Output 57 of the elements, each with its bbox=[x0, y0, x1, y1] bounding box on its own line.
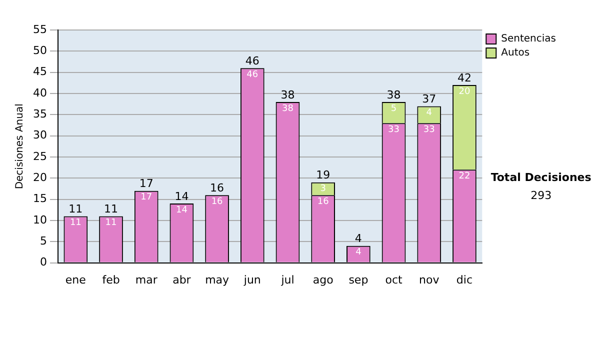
data-label: 16 bbox=[211, 196, 224, 207]
y-tick-label: 5 bbox=[40, 234, 47, 248]
legend-label: Autos bbox=[501, 48, 530, 59]
total-label: 4 bbox=[354, 232, 362, 246]
data-label: 3 bbox=[320, 184, 326, 194]
total-label: 37 bbox=[422, 92, 436, 106]
y-tick-label: 15 bbox=[32, 192, 47, 206]
total-label: 14 bbox=[174, 190, 189, 203]
y-tick-label: 40 bbox=[32, 86, 47, 100]
total-label: 11 bbox=[104, 202, 118, 216]
y-tick-label: 35 bbox=[32, 108, 47, 121]
x-tick-label: dic bbox=[456, 273, 473, 286]
y-tick-label: 55 bbox=[32, 22, 47, 36]
data-label: 5 bbox=[390, 104, 397, 114]
x-tick-label: ene bbox=[65, 273, 86, 286]
y-tick-label: 10 bbox=[32, 213, 47, 226]
total-label: 46 bbox=[245, 54, 260, 68]
data-label: 38 bbox=[282, 104, 294, 114]
text: 293 bbox=[530, 188, 552, 202]
y-tick-label: 45 bbox=[32, 65, 47, 78]
y-tick-label: 20 bbox=[32, 171, 47, 184]
total-label: 19 bbox=[316, 168, 330, 182]
x-tick-label: jun bbox=[242, 273, 261, 286]
total-label: 38 bbox=[280, 88, 295, 102]
x-tick-label: abr bbox=[172, 273, 192, 286]
data-label: 4 bbox=[356, 248, 362, 258]
x-tick-label: nov bbox=[419, 273, 440, 286]
data-label: 22 bbox=[458, 172, 470, 182]
data-label: 4 bbox=[426, 108, 432, 118]
total-label: 16 bbox=[210, 181, 224, 194]
text: Total Decisiones bbox=[490, 170, 592, 184]
legend-label: Sentencias bbox=[501, 34, 556, 45]
data-label: 33 bbox=[388, 124, 400, 135]
y-tick-label: 30 bbox=[32, 128, 47, 142]
data-label: 33 bbox=[423, 124, 435, 135]
x-tick-label: mar bbox=[135, 273, 158, 286]
data-label: 14 bbox=[176, 205, 188, 216]
x-tick-label: ago bbox=[312, 273, 334, 286]
data-label: 16 bbox=[317, 196, 330, 207]
total-label: 38 bbox=[386, 88, 401, 102]
x-tick-label: feb bbox=[102, 273, 120, 286]
data-label: 46 bbox=[246, 70, 258, 80]
data-label: 11 bbox=[105, 218, 117, 228]
x-tick-label: oct bbox=[385, 273, 404, 286]
y-tick-label: 50 bbox=[32, 44, 47, 58]
total-label: 17 bbox=[139, 177, 154, 190]
total-label: 42 bbox=[457, 71, 472, 84]
x-tick-label: jul bbox=[280, 273, 294, 286]
y-tick-label: 0 bbox=[40, 256, 47, 269]
y-tick-label: 25 bbox=[32, 150, 47, 163]
total-label: 11 bbox=[68, 202, 83, 216]
y-axis-title: Decisiones Anual bbox=[14, 104, 26, 190]
data-label: 11 bbox=[70, 218, 82, 228]
x-tick-label: sep bbox=[348, 273, 368, 286]
data-label: 20 bbox=[458, 86, 470, 97]
x-tick-label: may bbox=[205, 273, 230, 286]
data-label: 17 bbox=[140, 192, 152, 203]
